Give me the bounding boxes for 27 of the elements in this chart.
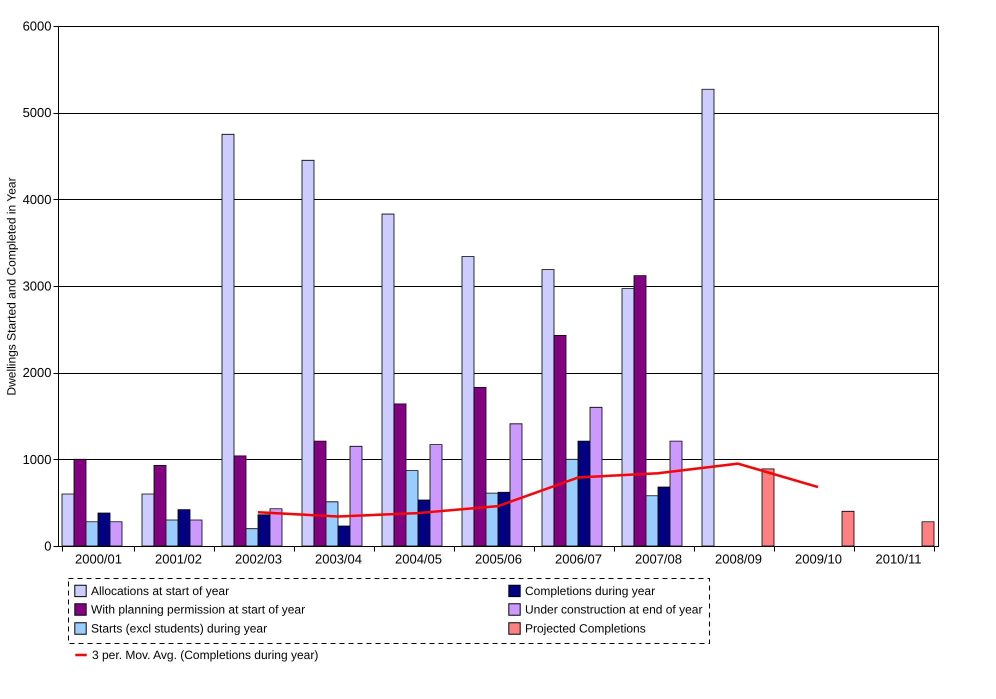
y-tick-label: 2000: [22, 365, 52, 380]
x-tick-label: 2010/11: [875, 552, 922, 566]
legend-label: With planning permission at start of year: [91, 602, 306, 616]
y-tick-label: 0: [44, 538, 52, 554]
x-tick-label: 2006/07: [555, 552, 602, 566]
y-tick-label: 3000: [22, 278, 52, 294]
x-tick-label: 2007/08: [635, 552, 682, 566]
y-tick-label: 4000: [22, 192, 52, 207]
y-tick-label: 1000: [22, 452, 52, 467]
x-tick-label: 2004/05: [395, 552, 442, 566]
legend-label: Projected Completions: [525, 622, 646, 636]
y-tick-label: 5000: [22, 105, 52, 120]
x-tick-label: 2002/03: [235, 552, 282, 566]
y-axis-title: Dwellings Started and Completed in Year: [4, 177, 19, 396]
x-tick-label: 2008/09: [715, 552, 762, 566]
y-tick-label: 6000: [22, 18, 52, 34]
x-tick-label: 2003/04: [315, 552, 362, 566]
legend-label: Completions during year: [525, 584, 656, 598]
legend-label: 3 per. Mov. Avg. (Completions during year): [92, 648, 318, 662]
legend-label: Starts (excl students) during year: [91, 622, 268, 636]
line-series: [256, 462, 820, 518]
x-tick-label: 2009/10: [795, 552, 842, 566]
x-tick-label: 2001/02: [155, 552, 202, 566]
legend-label: Allocations at start of year: [91, 584, 230, 598]
x-tick-label: 2000/01: [75, 552, 122, 566]
x-tick-label: 2005/06: [475, 552, 522, 566]
legend-label: Under construction at end of year: [525, 602, 702, 616]
